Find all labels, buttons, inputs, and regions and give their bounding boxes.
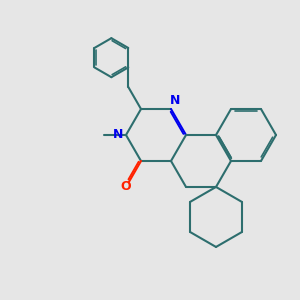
Text: O: O xyxy=(121,181,131,194)
Text: N: N xyxy=(170,94,180,107)
Text: N: N xyxy=(112,128,123,142)
